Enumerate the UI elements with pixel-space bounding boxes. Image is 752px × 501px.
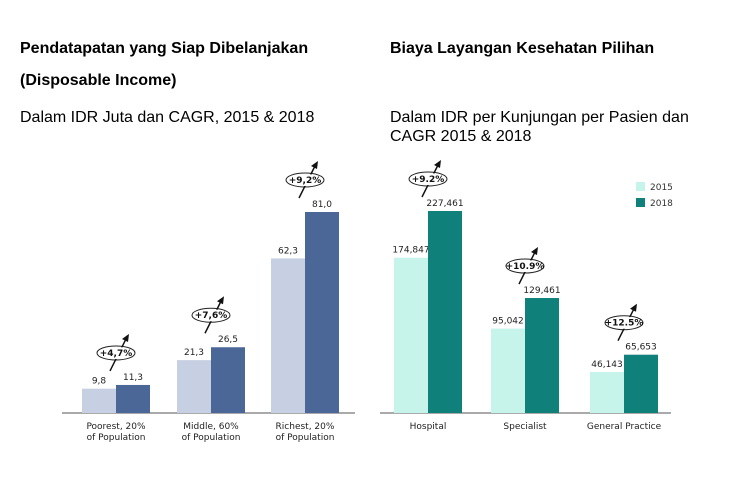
bar: [305, 212, 339, 413]
category-label: Richest, 20%: [276, 422, 335, 432]
legend-label: 2018: [650, 199, 673, 209]
data-label: 62,3: [278, 246, 298, 256]
legend-swatch: [636, 198, 645, 207]
bar: [428, 211, 462, 413]
category-label: Hospital: [410, 422, 447, 432]
cagr-label: +9,2%: [289, 176, 322, 186]
cagr-arrowhead: [531, 247, 538, 256]
category-label: Specialist: [503, 422, 547, 432]
data-label: 65,653: [625, 343, 657, 353]
chart-subtitle: Dalam IDR per Kunjungan per Pasien dan C…: [390, 109, 689, 145]
bar: [116, 384, 150, 413]
data-label: 9,8: [92, 377, 107, 387]
cagr-badge: +12.5%: [604, 303, 644, 342]
data-label: 129,461: [523, 286, 560, 296]
cagr-label: +10.9%: [506, 262, 545, 272]
chart-subtitle: Dalam IDR Juta dan CAGR, 2015 & 2018: [20, 109, 315, 126]
category-label: General Practice: [587, 422, 662, 432]
data-label: 174,847: [392, 246, 429, 256]
cagr-fill: [99, 346, 133, 359]
legend-swatch: [636, 182, 645, 191]
category-label: Poorest, 20%: [86, 422, 146, 432]
right-chart-panel: Biaya Layangan Kesehatan Pilihan Dalam I…: [376, 0, 752, 501]
data-label: 227,461: [426, 199, 463, 209]
data-label: 81,0: [312, 200, 332, 210]
cagr-arrowhead: [630, 303, 637, 312]
cagr-arrowhead: [217, 296, 224, 305]
bar: [525, 298, 559, 413]
cagr-fill: [194, 309, 228, 322]
category-label: Middle, 60%: [183, 422, 239, 432]
bar: [271, 258, 305, 413]
cagr-fill: [411, 173, 445, 185]
chart-title: Biaya Layangan Kesehatan Pilihan: [390, 40, 655, 57]
chart-title-line2: (Disposable Income): [20, 72, 177, 89]
category-label: of Population: [87, 433, 146, 443]
bar: [590, 372, 624, 413]
cagr-badge: +7,6%: [191, 296, 231, 334]
bar: [211, 347, 245, 413]
cagr-badge: +4,7%: [96, 333, 136, 372]
cagr-arrowhead: [122, 333, 129, 342]
bar: [82, 388, 116, 413]
cagr-badge: +10.9%: [505, 247, 545, 285]
data-label: 26,5: [218, 335, 238, 345]
chart-title: Pendatapatan yang Siap Dibelanjakan: [20, 40, 309, 57]
data-label: 11,3: [123, 373, 143, 383]
bar: [177, 360, 211, 413]
cagr-arrowhead: [311, 161, 318, 169]
cagr-label: +9.2%: [412, 175, 445, 185]
cagr-label: +7,6%: [195, 311, 228, 321]
cagr-label: +12.5%: [605, 319, 644, 329]
bar: [624, 354, 658, 413]
bar: [394, 257, 428, 413]
data-label: 46,143: [591, 360, 623, 370]
category-label: of Population: [182, 433, 241, 443]
data-label: 21,3: [184, 348, 204, 358]
bar: [491, 328, 525, 413]
cagr-fill: [508, 260, 542, 273]
data-label: 95,042: [492, 317, 524, 327]
cagr-fill: [288, 174, 322, 186]
cagr-badge: +9,2%: [285, 161, 325, 199]
cagr-badge: +9.2%: [408, 160, 448, 198]
cagr-arrowhead: [434, 160, 441, 168]
cagr-fill: [607, 316, 641, 329]
cagr-label: +4,7%: [100, 349, 133, 359]
category-label: of Population: [276, 433, 335, 443]
left-chart-panel: Pendatapatan yang Siap Dibelanjakan (Dis…: [20, 40, 355, 443]
health-cost-bar-chart: 174,847 227,461 Hospital +9.2% 95,042 129,461…: [380, 160, 673, 432]
legend-label: 2015: [650, 183, 673, 193]
